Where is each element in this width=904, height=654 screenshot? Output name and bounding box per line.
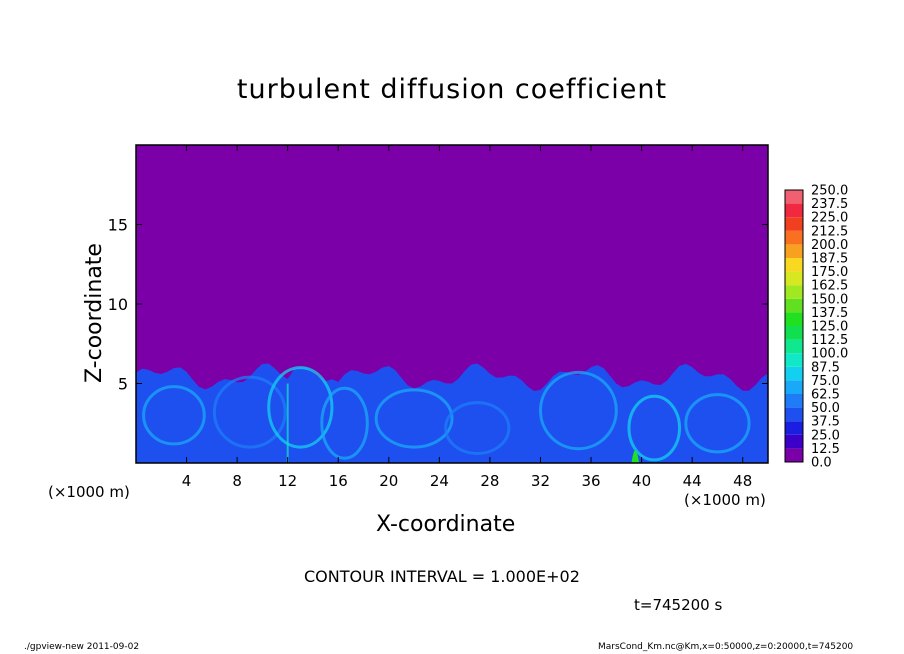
colorbar-swatch-14: [785, 258, 803, 272]
swirl-6: [538, 370, 618, 451]
colorbar-label-18: 225.0: [811, 211, 848, 226]
colorbar-label-1: 12.5: [811, 442, 840, 457]
hot-spot: [631, 450, 640, 463]
x-axis: 4 8 12 16 20 24 28 32 36 40 44 48: [182, 145, 752, 490]
swirl-4: [374, 388, 454, 449]
colorbar-swatch-5: [785, 380, 803, 394]
swirl-2: [267, 366, 334, 449]
colorbar-label-2: 25.0: [811, 428, 840, 443]
y-tick-label-5: 5: [118, 375, 128, 394]
x-tick-label-24: 24: [430, 472, 449, 490]
colorbar-label-15: 187.5: [811, 252, 848, 267]
colorbar-frame: [784, 189, 804, 463]
colorbar-swatch-13: [785, 271, 803, 286]
colorbar-swatch-8: [785, 339, 803, 354]
colorbar-label-0: 0.0: [811, 456, 832, 471]
colorbar-label-4: 50.0: [811, 401, 840, 416]
contour-interval: CONTOUR INTERVAL = 1.000E+02: [304, 567, 580, 586]
colorbar-swatch-0: [785, 448, 803, 462]
x-tick-label-20: 20: [379, 472, 398, 490]
chart-title: turbulent diffusion coefficient: [236, 74, 668, 105]
colorbar-label-11: 137.5: [811, 306, 848, 321]
footer-left: ./gpview-new 2011-09-02: [24, 642, 140, 652]
x-tick-label-48: 48: [733, 472, 752, 490]
x-tick-label-36: 36: [581, 472, 600, 490]
x-tick-label-44: 44: [683, 472, 702, 490]
x-tick-label-12: 12: [278, 472, 297, 490]
colorbar: 0.012.525.037.550.062.575.087.5100.0112.…: [784, 184, 848, 471]
colorbar-swatch-18: [785, 203, 803, 218]
y-axis: 5 10 15: [108, 216, 768, 394]
colorbar-swatch-7: [785, 353, 803, 367]
x-tick-label-16: 16: [329, 472, 348, 490]
colorbar-swatch-10: [785, 312, 803, 326]
colorbar-swatch-11: [785, 298, 803, 313]
time-label: t=745200 s: [634, 596, 723, 614]
swirl-1: [212, 375, 287, 449]
colorbar-swatch-6: [785, 366, 803, 381]
swirl-0: [142, 385, 206, 446]
colorbar-label-20: 250.0: [811, 184, 848, 199]
x-unit-label: (×1000 m): [48, 483, 130, 501]
colorbar-swatch-9: [785, 326, 803, 340]
swirl-7: [627, 394, 682, 462]
colorbar-label-12: 150.0: [811, 292, 848, 307]
y-unit-label: (×1000 m): [684, 491, 766, 509]
colorbar-label-17: 212.5: [811, 224, 848, 239]
colorbar-label-9: 112.5: [811, 333, 848, 348]
colorbar-swatch-4: [785, 394, 803, 408]
colorbar-swatch-19: [785, 190, 803, 204]
x-tick-label-28: 28: [480, 472, 499, 490]
x-tick-label-40: 40: [632, 472, 651, 490]
y-tick-label-15: 15: [108, 216, 128, 235]
swirl-3: [320, 386, 369, 460]
swirl-5: [444, 401, 511, 455]
x-axis-label: X-coordinate: [376, 512, 516, 537]
colorbar-label-6: 75.0: [811, 374, 840, 389]
colorbar-label-19: 237.5: [811, 197, 848, 212]
colorbar-label-13: 162.5: [811, 279, 848, 294]
colorbar-swatch-15: [785, 244, 803, 258]
y-tick-label-10: 10: [108, 295, 128, 314]
x-tick-label-32: 32: [531, 472, 550, 490]
colorbar-label-8: 100.0: [811, 347, 848, 362]
colorbar-label-3: 37.5: [811, 415, 840, 430]
swirl-8: [684, 393, 751, 454]
plot-area: [136, 145, 768, 463]
colorbar-label-5: 62.5: [811, 388, 840, 403]
colorbar-swatch-12: [785, 285, 803, 299]
footer-right: MarsCond_Km.nc@Km,x=0:50000,z=0:20000,t=…: [598, 642, 854, 652]
colorbar-swatch-17: [785, 217, 803, 231]
colorbar-swatch-16: [785, 230, 803, 245]
colorbar-swatch-2: [785, 421, 803, 435]
colorbar-label-7: 87.5: [811, 360, 840, 375]
x-tick-label-8: 8: [232, 472, 242, 490]
colorbar-label-16: 200.0: [811, 238, 848, 253]
y-axis-label: Z-coordinate: [82, 243, 107, 383]
colorbar-swatch-3: [785, 407, 803, 422]
colorbar-swatch-1: [785, 434, 803, 449]
x-tick-label-4: 4: [182, 472, 192, 490]
colorbar-label-10: 125.0: [811, 320, 848, 335]
colorbar-label-14: 175.0: [811, 265, 848, 280]
